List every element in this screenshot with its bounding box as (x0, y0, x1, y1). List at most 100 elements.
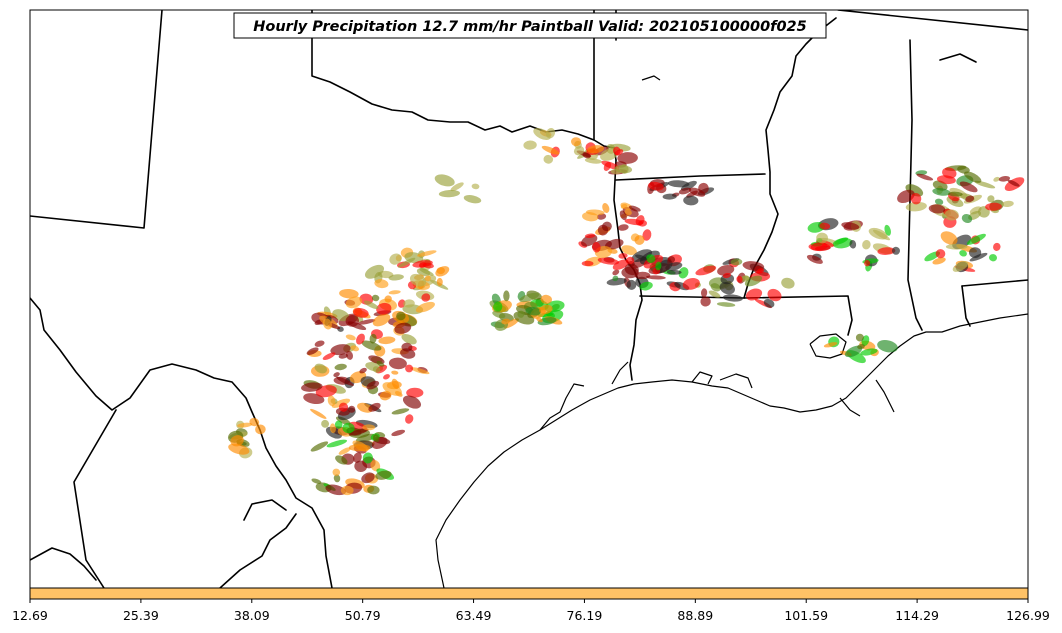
paintball-blob (355, 433, 376, 443)
colorbar-tick-label: 126.99 (1006, 608, 1050, 623)
paintball-blob (519, 292, 540, 303)
paintball-blob (823, 342, 838, 348)
colorbar (29, 587, 1029, 600)
colorbar-tick-label: 50.79 (345, 608, 381, 623)
paintball-blob (667, 256, 676, 263)
paintball-blob (816, 232, 828, 244)
paintball-blob (688, 187, 706, 197)
paintball-blob (635, 254, 648, 261)
paintball-blob (383, 374, 390, 380)
paintball-blob (357, 319, 376, 325)
paintball-blob (742, 275, 750, 281)
paintball-blob (612, 275, 619, 282)
paintball-blob (321, 419, 330, 428)
paintball-blob (940, 231, 958, 245)
paintball-blob (310, 408, 327, 419)
paintball-blob (948, 191, 963, 197)
paintball-blob (325, 484, 346, 496)
paintball-blob (362, 452, 374, 464)
paintball-blob (348, 405, 356, 413)
paintball-blob (614, 165, 633, 174)
paintball-blob (744, 275, 763, 287)
paintball-blob (928, 204, 946, 214)
paintball-blob (730, 258, 743, 266)
paintball-blob (436, 277, 443, 287)
paintball-blob (523, 140, 537, 150)
colorbar-tick-label: 25.39 (123, 608, 159, 623)
paintball-blob (397, 299, 406, 308)
paintball-blob (541, 145, 560, 155)
paintball-blob (525, 306, 542, 316)
paintball-blob (405, 414, 414, 424)
paintball-blob (329, 423, 336, 434)
paintball-blob (421, 293, 431, 302)
paintball-blob (463, 195, 482, 204)
paintball-blob (864, 260, 871, 267)
paintball-blob (683, 195, 699, 206)
map-content (30, 10, 1028, 588)
paintball-blob (584, 158, 602, 164)
paintball-blob (942, 167, 957, 179)
paintball-blob (642, 229, 652, 241)
paintball-blob (819, 222, 831, 230)
paintball-blob (334, 363, 347, 371)
paintball-blob (388, 290, 401, 295)
paintball-blob (373, 434, 380, 443)
paintball-blob (326, 439, 348, 448)
paintball-blob (471, 183, 480, 190)
paintball-blob (363, 300, 379, 310)
paintball-blob (617, 224, 629, 231)
paintball-blob (409, 273, 427, 287)
paintball-blob (345, 314, 359, 327)
paintball-blob (767, 288, 782, 302)
paintball-blob (601, 221, 612, 232)
paintball-blob (763, 298, 775, 308)
paintball-blob (533, 128, 551, 140)
paintball-blob (667, 180, 690, 188)
paintball-blob (806, 254, 823, 264)
paintball-blob (862, 240, 871, 250)
paintball-blob (368, 402, 381, 412)
paintball-blob (621, 266, 639, 279)
paintball-blob (603, 161, 612, 171)
paintball-blob (314, 363, 328, 374)
paintball-blob (989, 254, 997, 262)
paintball-blob (597, 257, 620, 265)
paintball-blob (602, 203, 610, 213)
colorbar-tick-label: 101.59 (784, 608, 828, 623)
paintball-blob (350, 345, 360, 352)
paintball-blob (391, 370, 399, 375)
paintball-blob (375, 470, 392, 480)
paintball-blob (634, 235, 645, 245)
paintball-blob (378, 336, 396, 345)
paintball-blob (336, 376, 354, 386)
paintball-blob (394, 322, 412, 334)
paintball-blob (345, 334, 356, 341)
paintball-blob (333, 372, 340, 378)
paintball-blob (314, 340, 325, 347)
paintball-blob (682, 278, 700, 290)
paintball-blob (678, 187, 692, 195)
paintball-blob (372, 366, 381, 373)
paintball-blob (932, 257, 946, 265)
paintball-blob (932, 188, 951, 196)
precipitation-paintballs (227, 127, 1025, 496)
paintball-blob (700, 288, 708, 298)
paintball-blob (634, 271, 651, 280)
paintball-blob (332, 468, 341, 477)
paintball-blob (666, 269, 682, 275)
paintball-blob (614, 149, 624, 156)
paintball-blob (345, 350, 354, 360)
paintball-blob (745, 288, 763, 301)
paintball-blob (662, 193, 677, 200)
paintball-blob (391, 408, 410, 415)
paintball-blob (646, 254, 656, 263)
paintball-blob (539, 304, 553, 315)
paintball-blob (626, 279, 637, 290)
paintball-blob (620, 202, 633, 211)
paintball-blob (391, 378, 400, 390)
paintball-blob (678, 267, 689, 279)
paintball-blob (388, 274, 404, 281)
paintball-blob (964, 171, 982, 183)
